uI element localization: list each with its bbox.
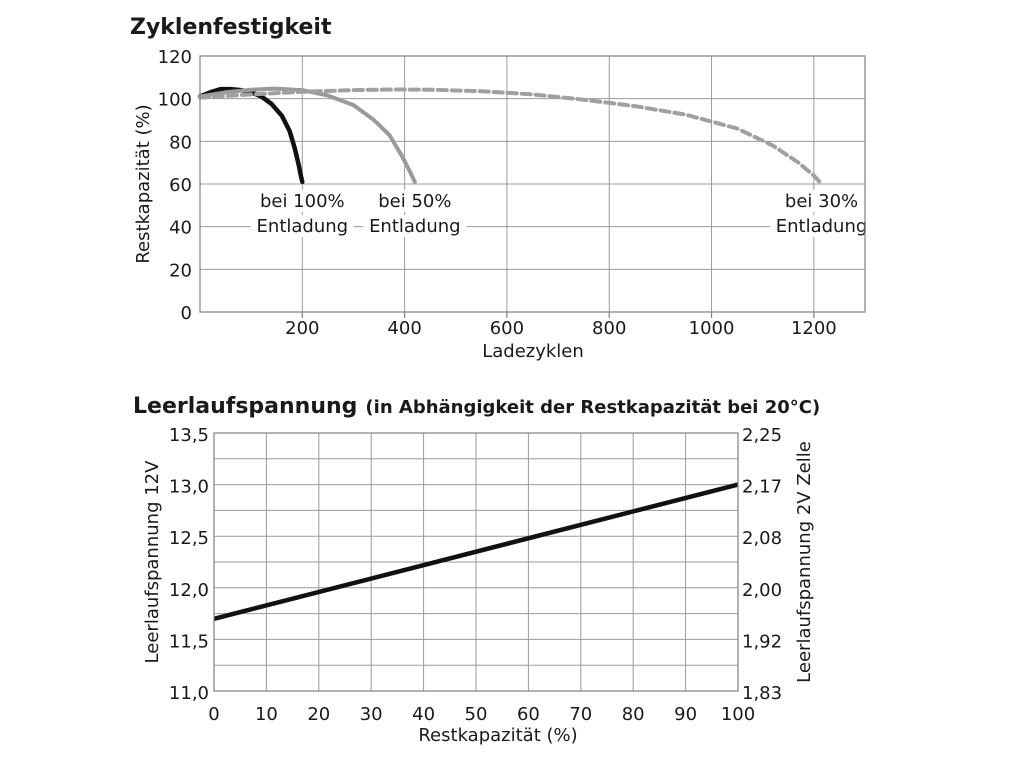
- chart1-x-tick-label: 800: [592, 318, 626, 339]
- chart2-y-tick-label-right: 2,17: [742, 477, 782, 498]
- chart1-y-tick-label: 80: [169, 132, 192, 153]
- chart2-x-tick-label: 20: [307, 704, 330, 725]
- chart2-y-axis-label-right: Leerlaufspannung 2V Zelle: [794, 441, 815, 683]
- chart2-y-tick-label: 12,5: [169, 528, 209, 549]
- chart-leerlaufspannung: Leerlaufspannung (in Abhängigkeit der Res…: [133, 394, 820, 746]
- chart1-annotation-label: bei 100%: [260, 191, 345, 212]
- chart1-series: [197, 86, 824, 186]
- chart2-y-ticks-right: 1,83 1,92 2,00 2,08 2,17 2,25: [742, 425, 782, 704]
- chart2-series: [213, 482, 739, 621]
- chart2-series-line: [213, 482, 739, 621]
- chart2-x-tick-label: 50: [465, 704, 488, 725]
- chart1-x-tick-label: 1200: [791, 318, 837, 339]
- chart1-annotation-bg: [780, 190, 863, 212]
- chart2-y-ticks: 11,0 11,5 12,0 12,5 13,0 13,5: [169, 425, 209, 704]
- chart1-y-ticks: 0 20 40 60 80 100 120: [158, 47, 192, 324]
- chart1-annotation-label: Entladung: [369, 216, 461, 237]
- chart2-y-tick-label: 13,0: [169, 477, 209, 498]
- chart2-x-tick-label: 70: [569, 704, 592, 725]
- chart1-annotation-label: Entladung: [257, 216, 349, 237]
- chart2-x-tick-label: 90: [674, 704, 697, 725]
- chart1-x-tick-label: 400: [387, 318, 421, 339]
- chart1-y-tick-label: 100: [158, 90, 192, 111]
- chart1-annotations: bei 100% Entladung bei 50% Entladung bei 30%…: [250, 190, 874, 237]
- chart1-x-ticks: 200 400 600 800 1000 1200: [285, 318, 837, 339]
- chart2-y-tick-label-right: 1,92: [742, 631, 782, 652]
- chart2-x-tick-label: 40: [412, 704, 435, 725]
- chart1-annotation-bg: [363, 215, 467, 237]
- chart2-y-tick-label: 13,5: [169, 425, 209, 446]
- chart2-y-tick-label-right: 2,25: [742, 425, 782, 446]
- chart1-annotation-bg: [374, 190, 456, 212]
- chart2-x-tick-label: 100: [721, 704, 755, 725]
- chart2-x-tick-label: 80: [622, 704, 645, 725]
- chart1-y-tick-label: 0: [181, 303, 192, 324]
- chart1-annotation-label: bei 30%: [785, 191, 858, 212]
- chart1-series-line: [198, 87, 824, 186]
- chart2-plot-frame: [213, 432, 739, 692]
- chart2-y-axis-label: Leerlaufspannung 12V: [142, 460, 163, 664]
- chart1-series-line: [197, 86, 305, 185]
- chart1-y-tick-label: 40: [169, 218, 192, 239]
- chart-zyklenfestigkeit: Zyklenfestigkeit bei 100% Entladung bei 50…: [130, 15, 874, 362]
- chart1-x-tick-label: 1000: [689, 318, 735, 339]
- chart2-y-tick-label-right: 1,83: [742, 683, 782, 704]
- chart2-x-ticks: 0 10 20 30 40 50 60 70 80 90 100: [208, 704, 755, 725]
- chart1-series-line: [198, 86, 417, 184]
- chart1-grid: [200, 56, 865, 318]
- chart2-x-tick-label: 0: [208, 704, 219, 725]
- chart1-annotation-label: bei 50%: [378, 191, 451, 212]
- chart2-y-tick-label: 11,0: [169, 683, 209, 704]
- chart1-annotation-bg: [256, 190, 349, 212]
- chart2-x-tick-label: 60: [517, 704, 540, 725]
- chart1-y-tick-label: 20: [169, 260, 192, 281]
- chart1-annotation-label: Entladung: [776, 216, 868, 237]
- chart2-subtitle: (in Abhängigkeit der Restkapazität bei 2…: [365, 397, 820, 418]
- chart2-y-tick-label-right: 2,00: [742, 580, 782, 601]
- chart1-x-tick-label: 600: [490, 318, 524, 339]
- chart1-title: Zyklenfestigkeit: [130, 15, 332, 40]
- chart1-annotation-bg: [250, 215, 354, 237]
- chart1-annotation-bg: [769, 215, 874, 237]
- chart1-x-axis-label: Ladezyklen: [482, 341, 584, 362]
- chart1-y-tick-label: 120: [158, 47, 192, 68]
- chart1-plot-frame: [199, 55, 866, 313]
- chart1-x-tick-label: 200: [285, 318, 319, 339]
- chart2-x-tick-label: 10: [255, 704, 278, 725]
- chart2-y-tick-label: 11,5: [169, 631, 209, 652]
- chart1-y-axis-label: Restkapazität (%): [133, 104, 154, 263]
- chart2-x-axis-label: Restkapazität (%): [418, 725, 577, 746]
- chart2-heading: Leerlaufspannung (in Abhängigkeit der Res…: [133, 394, 820, 419]
- chart2-y-tick-label-right: 2,08: [742, 528, 782, 549]
- chart2-y-tick-label: 12,0: [169, 580, 209, 601]
- chart1-y-tick-label: 60: [169, 175, 192, 196]
- chart2-title: Leerlaufspannung: [133, 394, 357, 419]
- chart2-x-tick-label: 30: [360, 704, 383, 725]
- chart2-grid: [214, 433, 738, 691]
